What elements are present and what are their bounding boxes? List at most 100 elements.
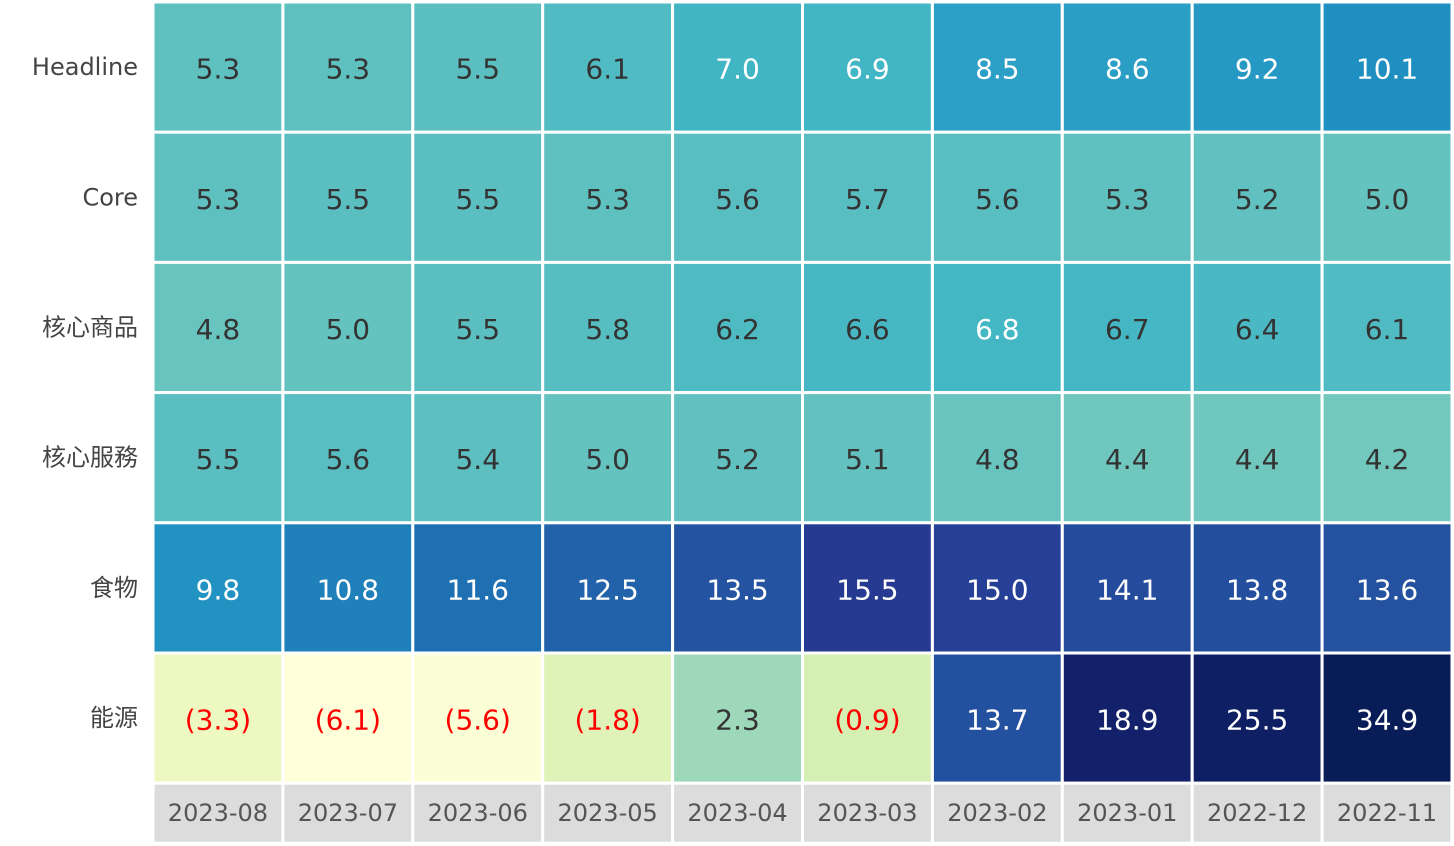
heatmap-cell-label: 10.8 <box>317 573 379 606</box>
heatmap-cell-row-4-2022-12 <box>1190 521 1324 655</box>
heatmap-cell-label: 5.0 <box>1365 183 1410 216</box>
column-label-2023-08: 2023-08 <box>168 799 268 827</box>
heatmap-cell-row-4-2023-01 <box>1060 521 1194 655</box>
heatmap-cell-label: (1.8) <box>574 704 640 737</box>
heatmap-cell-label: 5.5 <box>455 183 500 216</box>
column-label-bg <box>151 781 285 845</box>
heatmap-cell-row-4-2023-03 <box>801 521 934 655</box>
heatmap-cell-label: 8.6 <box>1105 53 1150 86</box>
column-label-2023-06: 2023-06 <box>428 799 528 827</box>
row-label-row-4: 食物 <box>90 574 138 602</box>
heatmap-cell-headline-2023-01 <box>1060 0 1194 134</box>
heatmap-cell-headline-2023-03 <box>801 0 934 134</box>
heatmap-cell-headline-2022-11 <box>1320 0 1454 134</box>
heatmap-cell-row-4-2023-02 <box>930 521 1064 655</box>
heatmap-cell-label: 15.5 <box>836 573 898 606</box>
heatmap-cell-label: 8.5 <box>975 53 1020 86</box>
row-label-core: Core <box>82 183 138 211</box>
heatmap-cell-label: 13.7 <box>966 704 1028 737</box>
heatmap-cell-label: 5.6 <box>975 183 1020 216</box>
heatmap-cell-label: 5.3 <box>326 53 371 86</box>
heatmap-cell-label: (5.6) <box>445 704 511 737</box>
heatmap-cell-label: 9.2 <box>1235 53 1280 86</box>
heatmap-cell-headline-2023-07 <box>281 0 415 134</box>
heatmap-cell-label: 4.8 <box>196 313 241 346</box>
heatmap-cell-label: 6.8 <box>975 313 1020 346</box>
heatmap-cell-label: 9.8 <box>196 573 241 606</box>
heatmap-cell-label: 5.3 <box>1105 183 1150 216</box>
heatmap-cell-row-5-2023-06 <box>411 651 545 785</box>
heatmap-cell-label: 5.2 <box>715 443 760 476</box>
column-label-2023-05: 2023-05 <box>558 799 658 827</box>
heatmap-cell-label: (6.1) <box>315 704 381 737</box>
heatmap-cell-label: 2.3 <box>715 704 760 737</box>
heatmap-cell-label: (3.3) <box>185 704 251 737</box>
heatmap-cell-row-2-2022-11 <box>1320 260 1454 395</box>
column-label-2022-11: 2022-11 <box>1337 799 1437 827</box>
heatmap-cell-row-4-2023-06 <box>411 521 545 655</box>
heatmap-cell-core-2023-03 <box>801 130 934 264</box>
row-label-headline: Headline <box>32 53 138 81</box>
heatmap-cell-label: 10.1 <box>1356 53 1418 86</box>
heatmap-cell-label: 5.7 <box>845 183 890 216</box>
heatmap-cell-label: 11.6 <box>447 573 509 606</box>
heatmap-cell-label: 5.3 <box>196 53 241 86</box>
heatmap-cell-row-3-2023-08 <box>151 391 285 525</box>
heatmap-cell-row-3-2022-12 <box>1190 391 1324 525</box>
column-label-2023-07: 2023-07 <box>298 799 398 827</box>
heatmap-cell-label: 5.0 <box>326 313 371 346</box>
heatmap-cell-label: 6.1 <box>585 53 630 86</box>
heatmap-cell-label: 13.6 <box>1356 573 1418 606</box>
heatmap-cell-core-2023-07 <box>281 130 415 264</box>
heatmap-cell-label: 4.2 <box>1365 443 1410 476</box>
heatmap-cell-label: 5.3 <box>585 183 630 216</box>
column-label-bg <box>1190 781 1324 845</box>
heatmap-cell-label: 25.5 <box>1226 704 1288 737</box>
column-label-bg <box>1060 781 1194 845</box>
heatmap-cell-row-5-2023-05 <box>541 651 675 785</box>
heatmap-cell-label: 6.7 <box>1105 313 1150 346</box>
heatmap-cell-label: 5.3 <box>196 183 241 216</box>
column-label-bg <box>1320 781 1454 845</box>
heatmap-cell-core-2023-01 <box>1060 130 1194 264</box>
heatmap-cell-label: 4.4 <box>1235 443 1280 476</box>
heatmap-cell-label: 5.5 <box>455 53 500 86</box>
column-label-bg <box>541 781 675 845</box>
heatmap-cell-label: 13.5 <box>706 573 768 606</box>
column-label-2023-02: 2023-02 <box>947 799 1047 827</box>
heatmap-cell-row-2-2023-01 <box>1060 260 1194 395</box>
heatmap-cell-row-2-2023-02 <box>930 260 1064 395</box>
heatmap-cell-label: 6.4 <box>1235 313 1280 346</box>
heatmap-cell-core-2023-05 <box>541 130 675 264</box>
heatmap-cell-row-5-2022-12 <box>1190 651 1324 785</box>
heatmap-cell-label: 4.8 <box>975 443 1020 476</box>
column-label-2023-03: 2023-03 <box>817 799 917 827</box>
heatmap-cell-row-3-2023-03 <box>801 391 934 525</box>
heatmap-cell-label: 5.6 <box>326 443 371 476</box>
row-label-row-5: 能源 <box>90 704 138 732</box>
heatmap-cell-label: 6.9 <box>845 53 890 86</box>
heatmap-cell-row-4-2023-04 <box>671 521 804 655</box>
heatmap-cell-label: 34.9 <box>1356 704 1418 737</box>
heatmap-cell-label: 5.1 <box>845 443 890 476</box>
column-label-bg <box>801 781 934 845</box>
row-label-row-3: 核心服務 <box>42 444 138 472</box>
heatmap-cell-label: 5.8 <box>585 313 630 346</box>
row-label-row-2: 核心商品 <box>42 314 138 342</box>
heatmap-cell-label: 18.9 <box>1096 704 1158 737</box>
heatmap-cell-row-5-2023-08 <box>151 651 285 785</box>
heatmap-cell-row-2-2022-12 <box>1190 260 1324 395</box>
heatmap-cell-label: 14.1 <box>1096 573 1158 606</box>
column-label-2023-04: 2023-04 <box>687 799 787 827</box>
heatmap-cell-label: (0.9) <box>834 704 900 737</box>
heatmap-cell-core-2022-12 <box>1190 130 1324 264</box>
heatmap-cell-label: 12.5 <box>576 573 638 606</box>
heatmap-cell-label: 6.2 <box>715 313 760 346</box>
column-label-2022-12: 2022-12 <box>1207 799 1307 827</box>
heatmap-cell-label: 15.0 <box>966 573 1028 606</box>
column-label-bg <box>281 781 415 845</box>
heatmap-cell-label: 5.6 <box>715 183 760 216</box>
heatmap-cell-row-4-2023-07 <box>281 521 415 655</box>
